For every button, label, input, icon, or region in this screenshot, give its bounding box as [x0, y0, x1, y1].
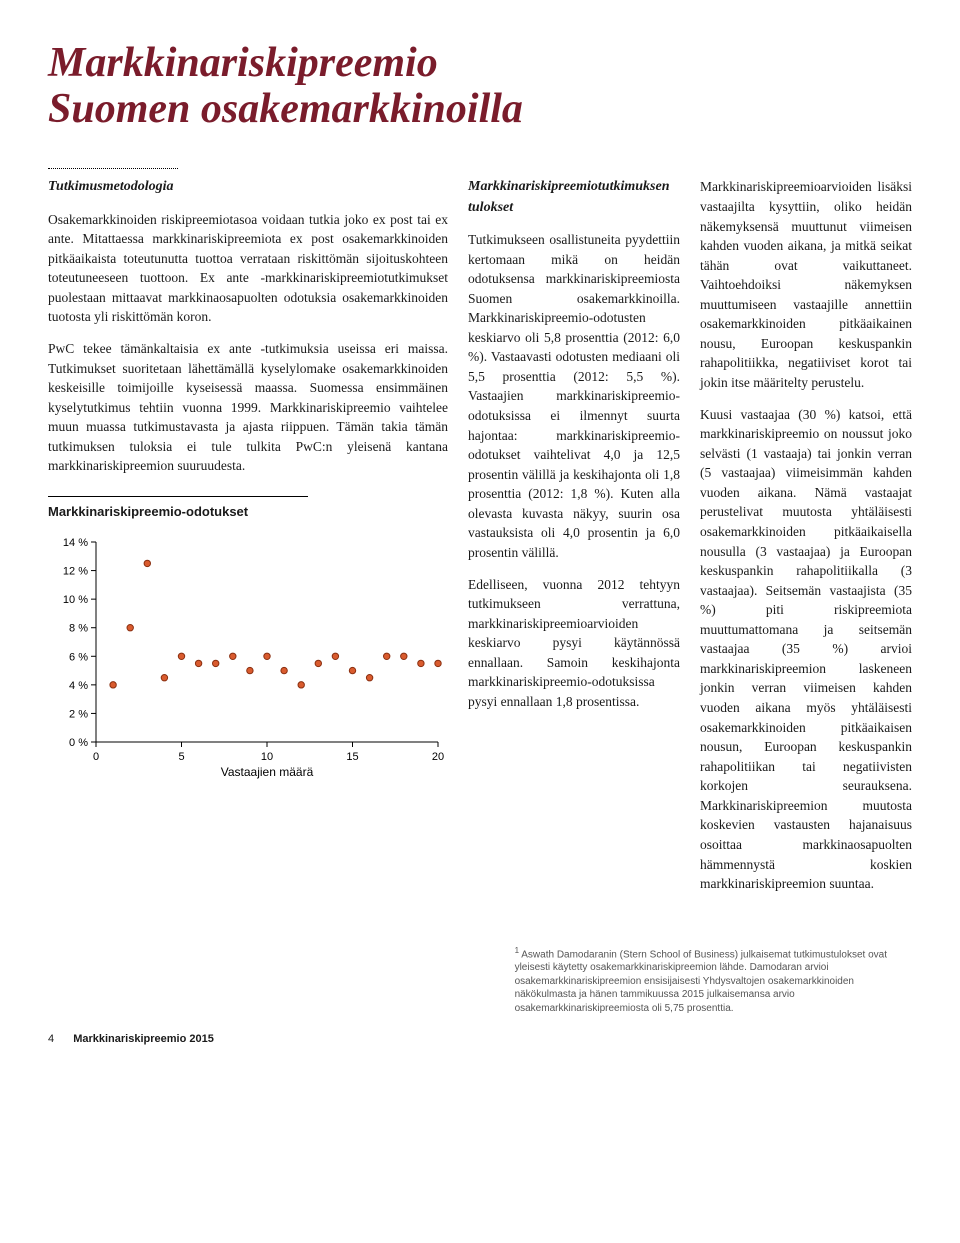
svg-text:10 %: 10 % [63, 594, 88, 606]
svg-text:12 %: 12 % [63, 565, 88, 577]
svg-text:0: 0 [93, 751, 99, 763]
body-columns: Tutkimusmetodologia Osakemarkkinoiden ri… [48, 177, 912, 905]
footer-doc-title: Markkinariskipreemio 2015 [73, 1033, 214, 1045]
svg-text:10: 10 [261, 751, 273, 763]
section-divider-dotted [48, 168, 178, 169]
svg-text:5: 5 [178, 751, 184, 763]
footnote-marker: 1 [515, 946, 519, 955]
svg-text:14 %: 14 % [63, 537, 88, 549]
chart-rule [48, 496, 308, 497]
svg-text:4 %: 4 % [69, 680, 88, 692]
svg-text:8 %: 8 % [69, 623, 88, 635]
col1-p2: PwC tekee tämänkaltaisia ex ante -tutkim… [48, 339, 448, 476]
scatter-chart: 0 % 2 % 4 % 6 % 8 % 10 % 12 % 14 % 0 5 10 15 20 Vasta… [48, 532, 448, 782]
col1-heading: Tutkimusmetodologia [48, 177, 448, 197]
title-line-2: Suomen osakemarkkinoilla [48, 86, 523, 132]
col3-p2: Kuusi vastaajaa (30 %) katsoi, että mark… [700, 405, 912, 894]
svg-text:6 %: 6 % [69, 651, 88, 663]
col1-p1: Osakemarkkinoiden riskipreemiotasoa void… [48, 210, 448, 327]
svg-text:20: 20 [432, 751, 444, 763]
col2-p1: Tutkimukseen osallistuneita pyydettiin k… [468, 230, 680, 563]
footnote: 1 Aswath Damodaranin (Stern School of Bu… [515, 946, 912, 1016]
svg-text:15: 15 [346, 751, 358, 763]
title-line-1: Markkinariskipreemio [48, 40, 438, 86]
column-2: Markkinariskipreemiotutkimuksen tulokset… [468, 177, 680, 905]
svg-text:2 %: 2 % [69, 708, 88, 720]
chart-title: Markkinariskipreemio-odotukset [48, 503, 448, 522]
col2-p2: Edelliseen, vuonna 2012 tehtyyn tutkimuk… [468, 575, 680, 712]
page-footer: 4 Markkinariskipreemio 2015 [48, 1033, 912, 1045]
svg-text:0 %: 0 % [69, 737, 88, 749]
page-title: Markkinariskipreemio Suomen osakemarkkin… [48, 40, 912, 132]
col3-p1: Markkinariskipreemioarvioiden lisäksi va… [700, 177, 912, 392]
column-3: Markkinariskipreemioarvioiden lisäksi va… [700, 177, 912, 905]
chart-block: Markkinariskipreemio-odotukset 0 % 2 % 4 %… [48, 496, 448, 782]
col2-heading: Markkinariskipreemiotutkimuksen tulokset [468, 177, 680, 218]
svg-text:Vastaajien määrä: Vastaajien määrä [221, 765, 314, 779]
column-1: Tutkimusmetodologia Osakemarkkinoiden ri… [48, 177, 448, 905]
footnote-text: Aswath Damodaranin (Stern School of Busi… [515, 949, 887, 1014]
page-number: 4 [48, 1033, 54, 1045]
